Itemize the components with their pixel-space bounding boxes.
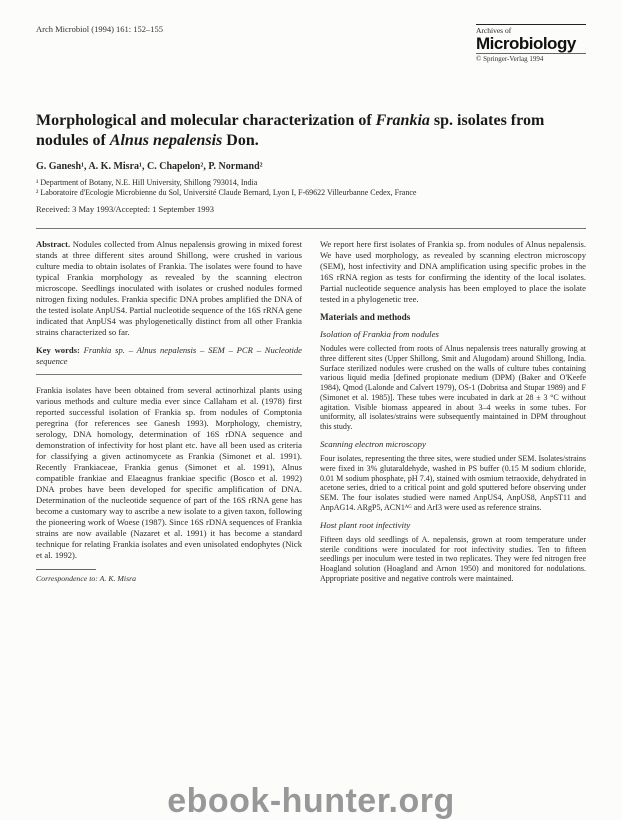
title-part-1: Morphological and molecular characteriza… <box>36 112 376 129</box>
running-head: Arch Microbiol (1994) 161: 152–155 <box>36 24 163 34</box>
journal-title: Microbiology <box>476 35 586 52</box>
abstract-label: Abstract. <box>36 239 70 249</box>
sem-body: Four isolates, representing the three si… <box>320 454 586 513</box>
abstract-text: Nodules collected from Alnus nepalensis … <box>36 239 302 337</box>
authors: G. Ganesh¹, A. K. Misra¹, C. Chapelon², … <box>36 161 586 172</box>
abstract-paragraph: Abstract. Nodules collected from Alnus n… <box>36 239 302 338</box>
title-italic-2: Alnus nepalensis <box>110 132 222 149</box>
header-rule <box>36 228 586 229</box>
title-italic-1: Frankia <box>376 112 430 129</box>
article-title: Morphological and molecular characteriza… <box>36 111 586 151</box>
infectivity-body: Fifteen days old seedlings of A. nepalen… <box>320 535 586 584</box>
isolation-subheading: Isolation of Frankia from nodules <box>320 329 586 340</box>
keywords-label: Key words: <box>36 345 80 355</box>
left-column: Abstract. Nodules collected from Alnus n… <box>36 239 302 591</box>
sem-subheading: Scanning electron microscopy <box>320 439 586 450</box>
page-header: Arch Microbiol (1994) 161: 152–155 Archi… <box>36 24 586 63</box>
watermark-text: ebook-hunter.org <box>0 784 622 818</box>
materials-methods-heading: Materials and methods <box>320 312 586 324</box>
right-column: We report here first isolates of Frankia… <box>320 239 586 591</box>
infectivity-subheading: Host plant root infectivity <box>320 520 586 531</box>
journal-logo-box: Archives of Microbiology © Springer-Verl… <box>476 24 586 63</box>
correspondence-line: Correspondence to: A. K. Misra <box>36 574 302 584</box>
title-part-3: Don. <box>222 132 258 149</box>
affiliations: ¹ Department of Botany, N.E. Hill Univer… <box>36 178 586 198</box>
received-accepted-dates: Received: 3 May 1993/Accepted: 1 Septemb… <box>36 204 586 214</box>
keywords-paragraph: Key words: Frankia sp. – Alnus nepalensi… <box>36 345 302 367</box>
two-column-body: Abstract. Nodules collected from Alnus n… <box>36 239 586 591</box>
correspondence-rule <box>36 569 96 570</box>
intro-body-right: We report here first isolates of Frankia… <box>320 239 586 305</box>
intro-body-left: Frankia isolates have been obtained from… <box>36 385 302 561</box>
abstract-rule <box>36 374 302 375</box>
isolation-body: Nodules were collected from roots of Aln… <box>320 344 586 432</box>
affiliation-2: ² Laboratoire d'Ecologie Microbienne du … <box>36 188 586 198</box>
journal-copyright: © Springer-Verlag 1994 <box>476 53 586 63</box>
affiliation-1: ¹ Department of Botany, N.E. Hill Univer… <box>36 178 586 188</box>
